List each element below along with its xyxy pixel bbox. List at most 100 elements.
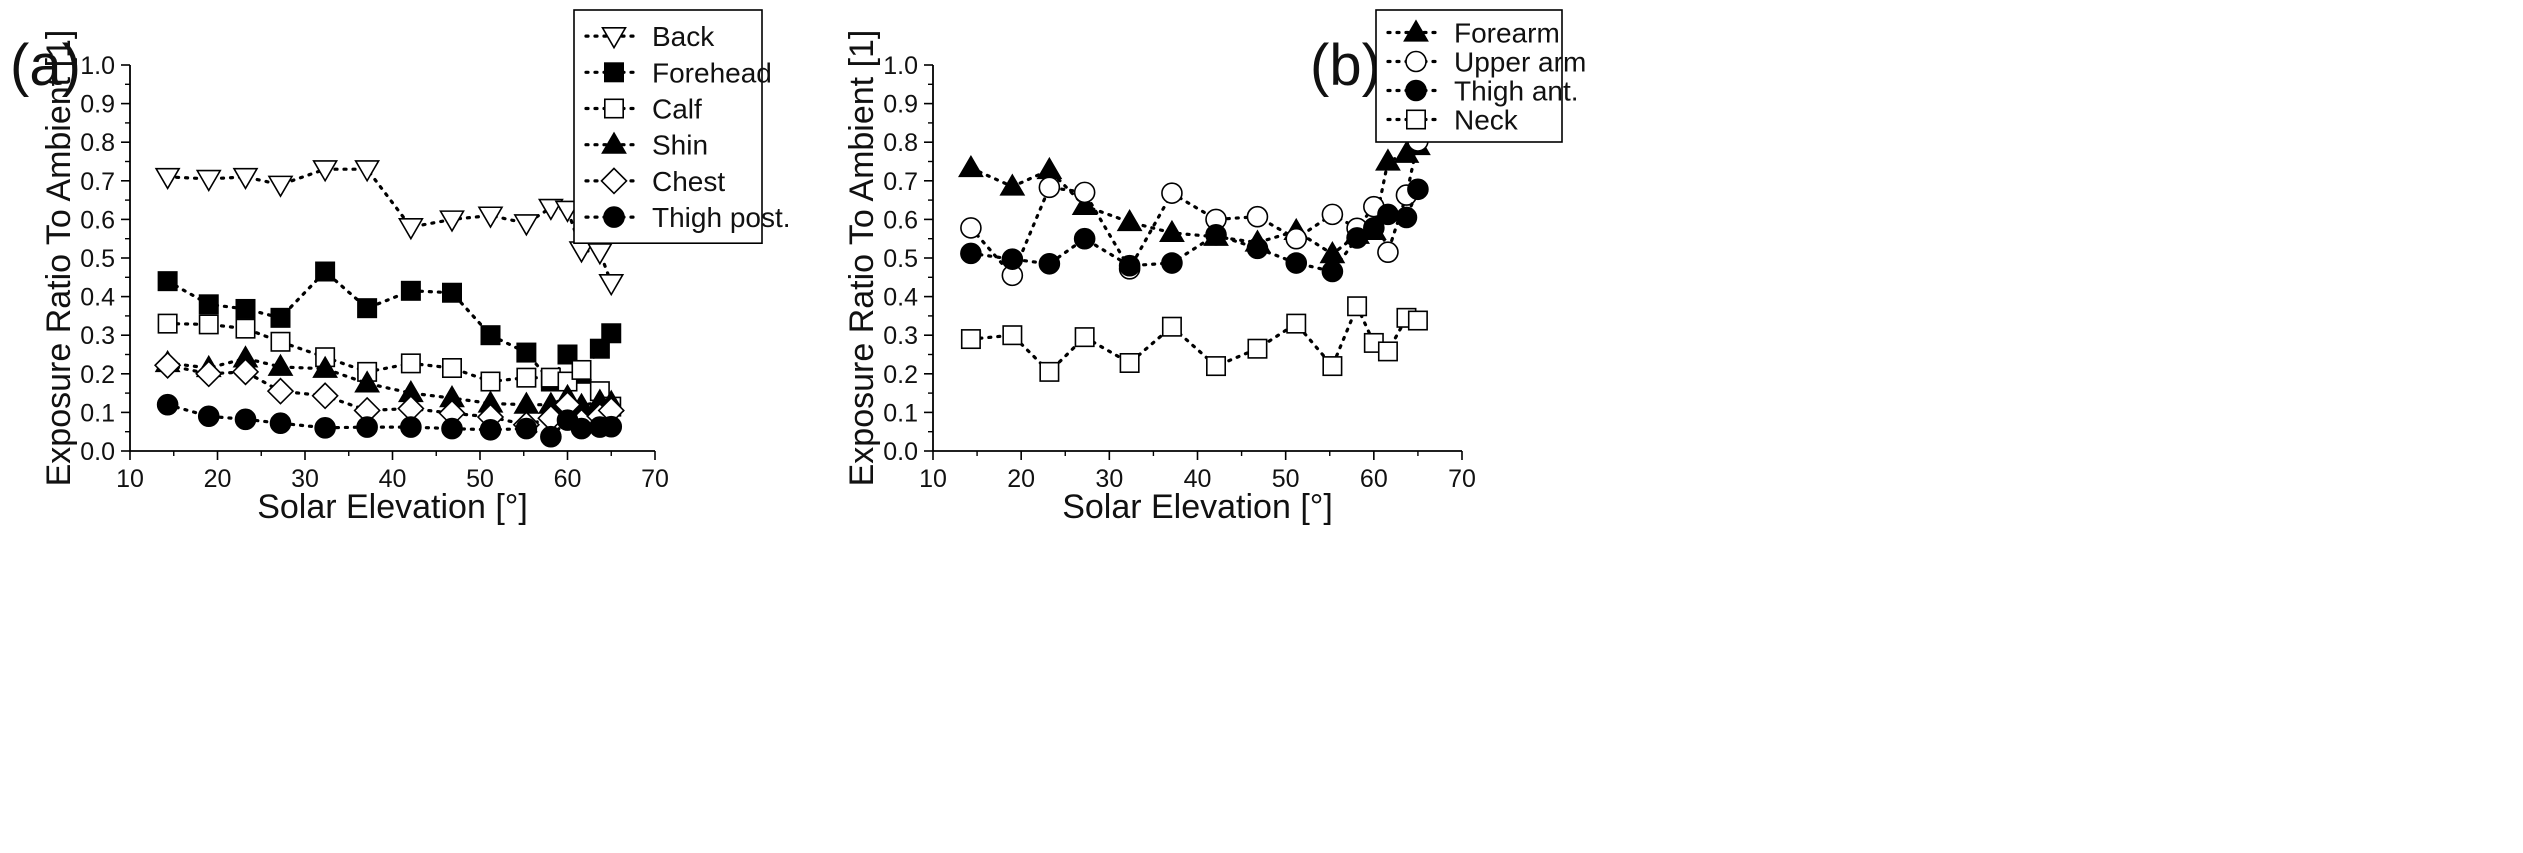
legend: Back Forehead Calf Shin Chest Thigh post. xyxy=(573,9,791,244)
data-point xyxy=(1321,203,1344,226)
y-tick-label: 0.9 xyxy=(883,91,918,119)
y-tick-label: 0.7 xyxy=(80,168,115,196)
data-point xyxy=(586,243,613,266)
data-point xyxy=(1375,148,1401,171)
legend-entry-shin: Shin xyxy=(584,130,708,161)
x-tick-label: 30 xyxy=(1095,465,1123,493)
data-point xyxy=(1377,203,1399,226)
data-point xyxy=(197,405,220,428)
data-point xyxy=(1118,254,1141,277)
data-point xyxy=(235,318,256,339)
data-point xyxy=(557,344,578,365)
data-point xyxy=(270,331,291,352)
data-point xyxy=(153,351,182,379)
data-point xyxy=(1363,217,1385,239)
data-point xyxy=(1002,325,1023,346)
series-line xyxy=(969,187,1420,274)
legend-marker xyxy=(603,98,624,119)
legend-entry-forehead: Forehead xyxy=(584,57,772,88)
data-point xyxy=(267,353,294,376)
data-point xyxy=(589,338,610,359)
data-point xyxy=(571,359,592,380)
data-point xyxy=(513,391,540,414)
data-point xyxy=(515,417,538,440)
series-line xyxy=(166,167,613,285)
data-point xyxy=(1206,356,1227,377)
legend-label: Back xyxy=(652,21,715,52)
legend-marker xyxy=(601,131,627,154)
legend-marker xyxy=(1405,50,1427,73)
data-point xyxy=(960,329,981,350)
data-point xyxy=(1377,341,1398,362)
data-point xyxy=(198,314,219,335)
panel-label-a: (a) xyxy=(10,33,81,98)
data-point xyxy=(267,175,294,198)
data-point xyxy=(1346,227,1368,249)
data-point xyxy=(269,412,292,435)
data-point xyxy=(1246,237,1269,260)
y-tick-label: 0.8 xyxy=(80,129,115,157)
legend-entry-neck: Neck xyxy=(1386,105,1519,136)
data-point xyxy=(1377,241,1399,264)
legend-marker xyxy=(601,27,627,50)
legend-label: Neck xyxy=(1454,105,1519,136)
legend-marker xyxy=(1406,109,1427,130)
legend-label: Calf xyxy=(652,94,702,125)
x-tick-label: 20 xyxy=(204,465,232,493)
data-point xyxy=(1001,248,1024,270)
data-point xyxy=(311,382,339,410)
panel-a: (a) 10 20 30 40 50 60 70 0.0 0.1 0.2 0.3 0.4 0.5 0.6 0… xyxy=(10,9,791,526)
data-point xyxy=(231,358,260,386)
legend-box xyxy=(573,9,763,244)
y-tick-label: 0.6 xyxy=(883,206,918,234)
data-point xyxy=(1286,313,1307,334)
data-point xyxy=(354,160,381,183)
legend-marker xyxy=(603,206,625,228)
data-point xyxy=(312,355,339,378)
data-point xyxy=(1036,156,1063,180)
data-point xyxy=(1407,310,1428,331)
series-forehead xyxy=(157,261,622,392)
x-tick-label: 10 xyxy=(919,465,947,493)
data-point xyxy=(1074,327,1095,348)
y-axis-title: Exposure Ratio To Ambient [1] xyxy=(843,30,881,487)
legend-entry-calf: Calf xyxy=(584,94,702,125)
legend-label: Thigh ant. xyxy=(1454,76,1579,107)
y-tick-label: 0.8 xyxy=(883,129,918,157)
x-tick-label: 30 xyxy=(291,465,319,493)
legend-entry-forearm: Forearm xyxy=(1386,18,1560,49)
y-tick-label: 0.0 xyxy=(883,438,918,466)
data-point xyxy=(198,294,219,315)
data-point xyxy=(441,282,462,303)
data-point xyxy=(540,425,562,448)
data-point xyxy=(600,415,623,438)
data-point xyxy=(356,416,378,438)
y-tick-label: 1.0 xyxy=(883,52,918,80)
data-point xyxy=(1119,352,1140,373)
y-tick-label: 0.5 xyxy=(80,245,115,273)
legend-marker xyxy=(600,167,628,195)
data-point xyxy=(1161,252,1183,274)
data-point xyxy=(397,218,424,241)
data-point xyxy=(999,173,1026,196)
data-point xyxy=(598,274,625,297)
data-point xyxy=(157,271,178,292)
data-point xyxy=(1347,296,1368,317)
data-point xyxy=(1407,178,1429,201)
legend-label: Forearm xyxy=(1454,18,1560,49)
legend-entry-thigh-post: Thigh post. xyxy=(584,202,791,233)
data-point xyxy=(439,210,465,233)
data-point xyxy=(479,418,502,441)
data-point xyxy=(315,261,336,282)
y-tick-label: 0.4 xyxy=(883,284,918,312)
data-point xyxy=(400,280,421,301)
x-tick-label: 60 xyxy=(554,465,582,493)
data-point xyxy=(195,169,222,192)
x-tick-label: 10 xyxy=(116,465,144,493)
panel-b: (b) 10 20 30 40 50 60 70 0.0 0.1 0.2 0.3 0.4 0.5 0.6 0… xyxy=(843,9,1586,526)
data-point xyxy=(1073,227,1096,250)
legend-entry-upper-arm: Upper arm xyxy=(1386,47,1586,78)
y-tick-label: 0.6 xyxy=(80,206,115,234)
x-tick-label: 70 xyxy=(641,465,669,493)
data-point xyxy=(314,417,336,439)
